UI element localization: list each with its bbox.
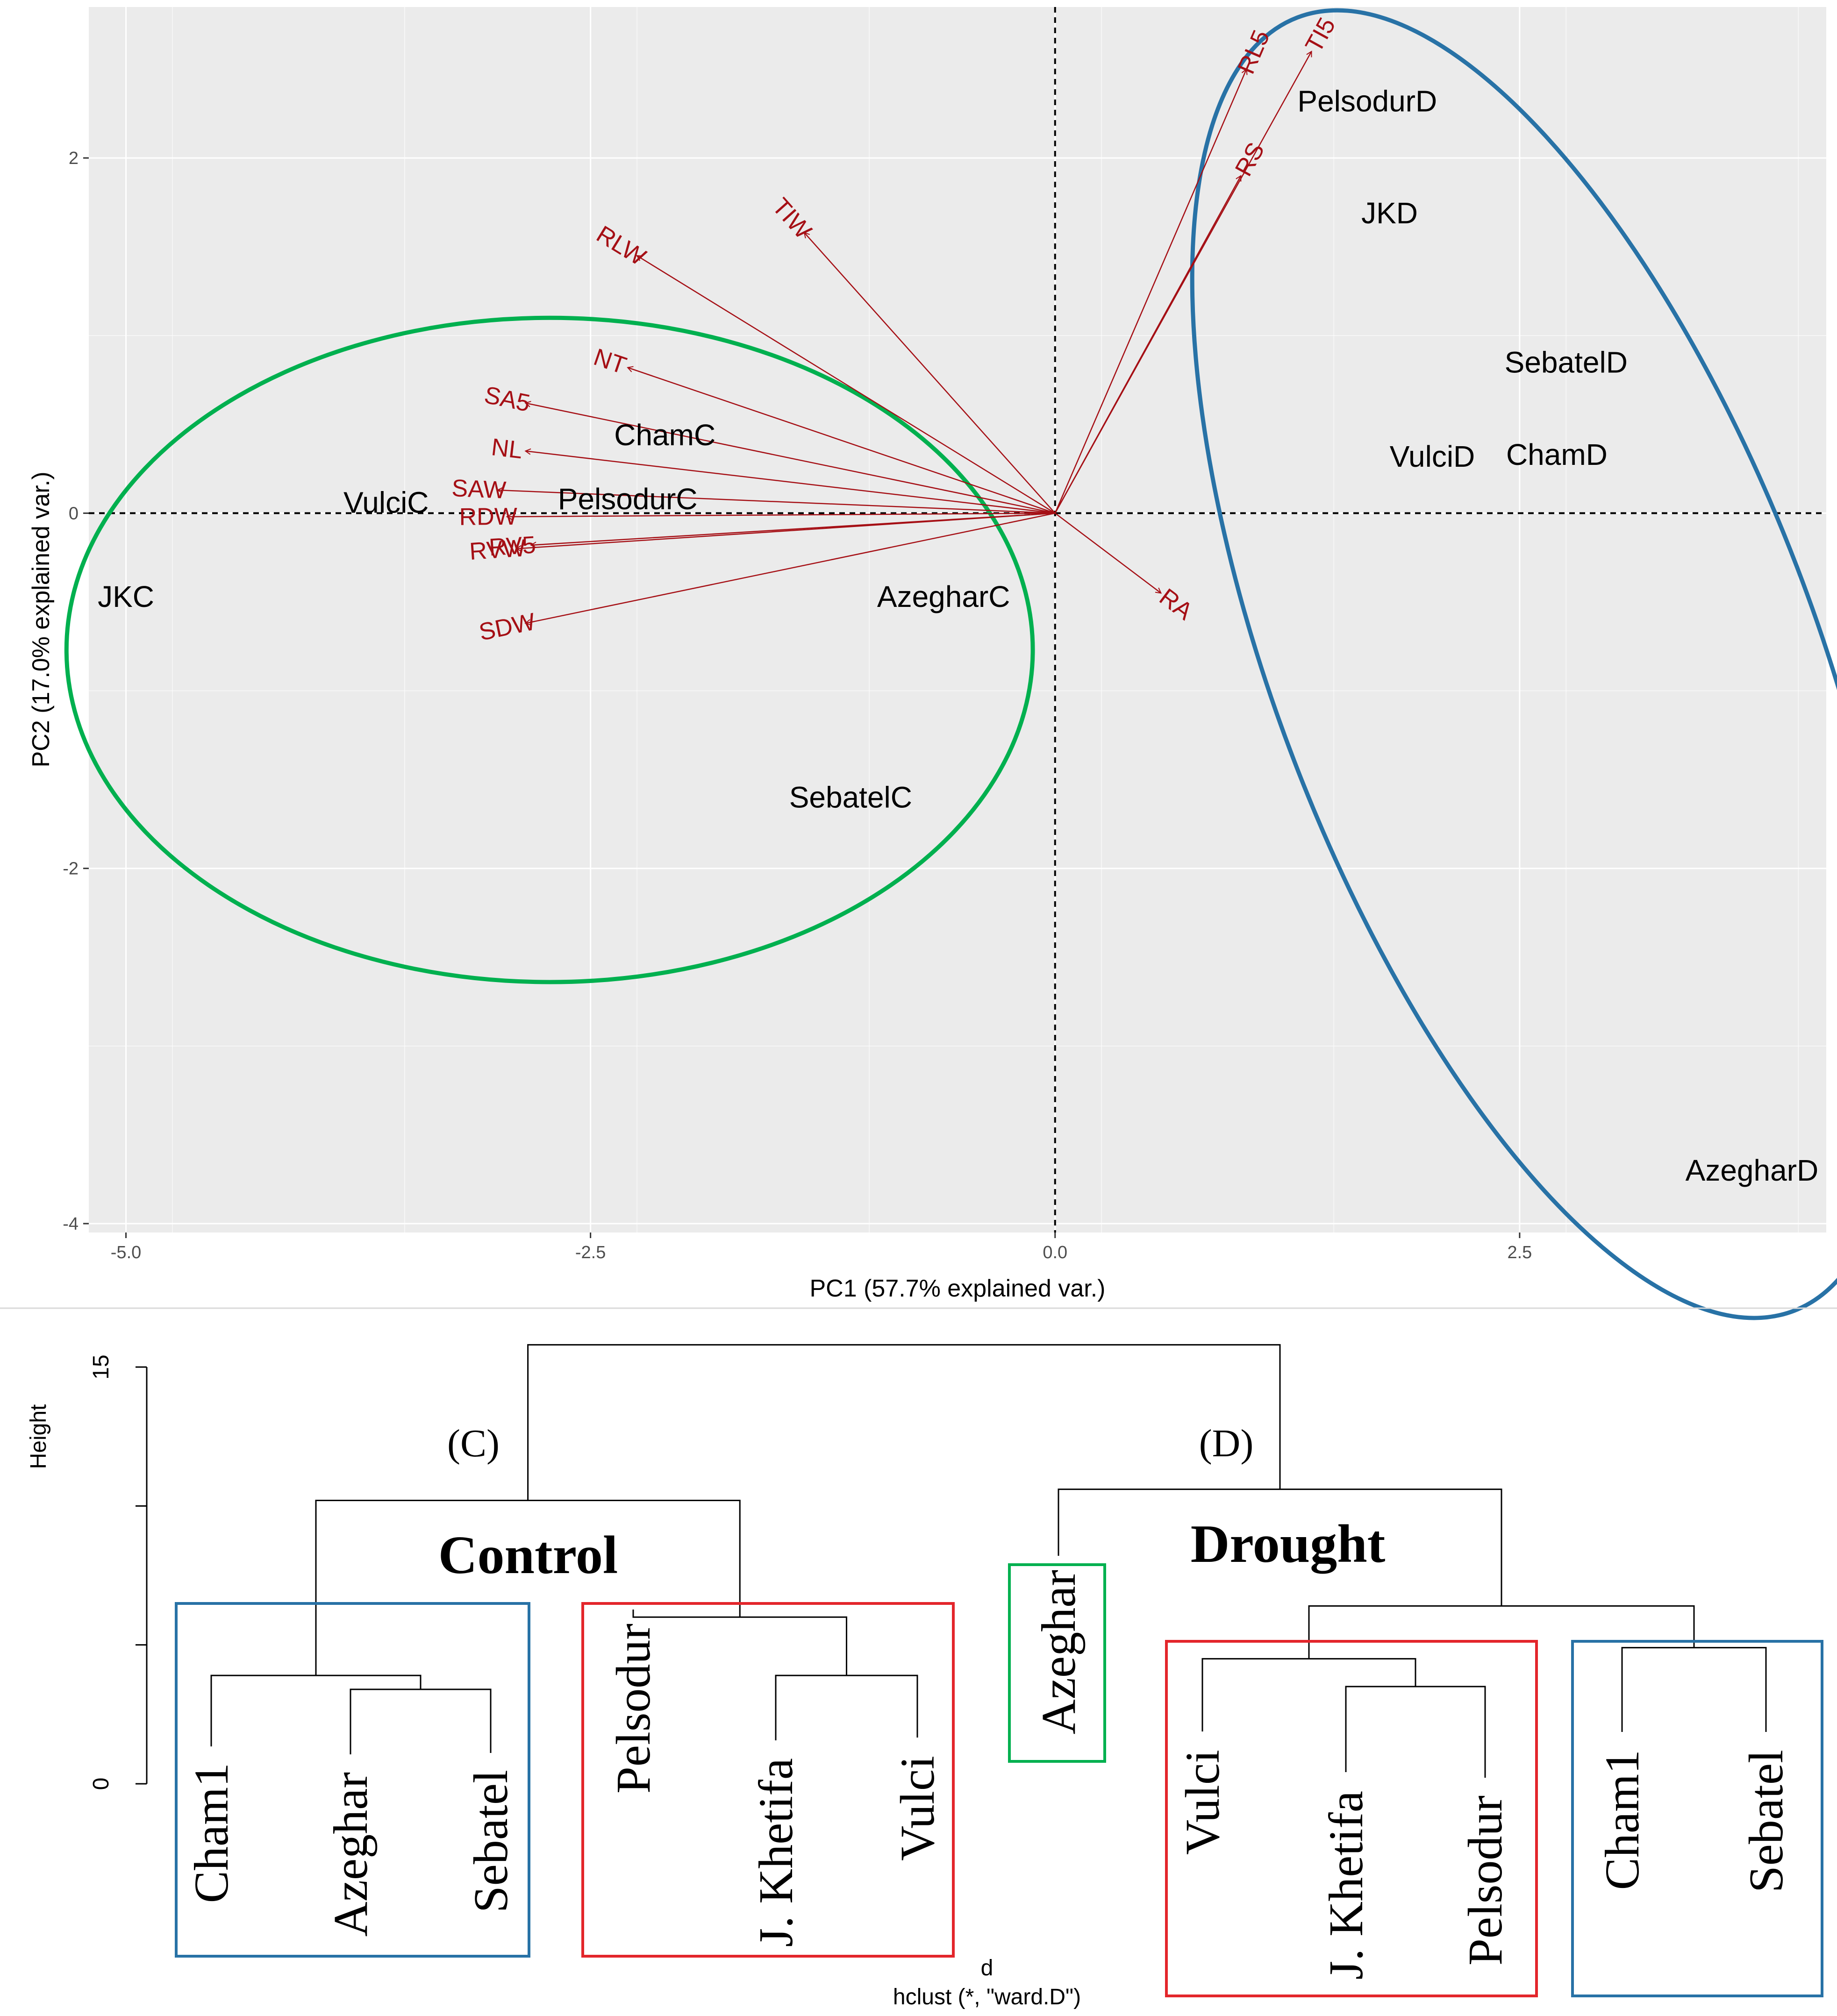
loading-arrow-rl5 [1054, 69, 1247, 513]
leaf-label: Cham1 [1595, 1750, 1649, 1890]
merge-cham1-sebatel-drought [1621, 1647, 1767, 1732]
loading-arrow-nl [525, 451, 1055, 514]
leaf-labels: Cham1 Azeghar Sebatel Pelsodur J. Khetifa Vul… [185, 1570, 1793, 1980]
control-box-1 [175, 1602, 530, 1958]
observation-label-vulcic: VulciC [343, 486, 429, 520]
loading-arrow-rlw [637, 256, 1056, 514]
x-tick-label: 0.0 [1043, 1243, 1067, 1262]
control-cluster-tag: (C) [447, 1422, 500, 1465]
observation-label-pelsodurd: PelsodurD [1297, 84, 1437, 118]
loading-arrow-sa5 [525, 403, 1056, 514]
leaf-label: Cham1 [185, 1763, 238, 1903]
y-tick-label: -2 [63, 859, 79, 879]
x-tick-label: -5.0 [111, 1243, 141, 1262]
leaf-label: Pelsodur [1458, 1795, 1512, 1966]
leaf-label: Azeghar [324, 1772, 378, 1937]
leaf-label: Pelsodur [607, 1624, 660, 1794]
observation-label-pelsodurc: PelsodurC [558, 482, 698, 516]
y-tick-label: 0 [69, 504, 79, 523]
observation-label-azeghard: AzegharD [1686, 1154, 1819, 1187]
variable-label-rv5: RV5 [488, 531, 537, 561]
height-tick-label: 15 [89, 1354, 114, 1379]
loading-arrow-saw [498, 490, 1055, 514]
observation-label-sebatelc: SebatelC [789, 781, 912, 814]
merge-root [527, 1344, 1281, 1501]
variable-loadings [498, 51, 1312, 623]
x-tick-label: 2.5 [1507, 1243, 1532, 1262]
leaf-label: J. Khetifa [1319, 1791, 1373, 1980]
dendrogram-branches [210, 1344, 1767, 1778]
variable-label-saw: SAW [451, 475, 507, 504]
merge-jkhetifa-vulci-control [775, 1674, 918, 1740]
leaf-label: J. Khetifa [749, 1758, 803, 1947]
observation-label-jkd: JKD [1361, 196, 1418, 230]
height-axis: 0 15 [89, 1354, 148, 1790]
merge-jkhetifa-pelsodur-drought [1345, 1686, 1486, 1778]
control-group-label: Control [438, 1525, 618, 1585]
drought-group-label: Drought [1191, 1514, 1386, 1574]
drought-box-1 [1165, 1640, 1538, 1997]
leaf-label: Vulci [891, 1756, 944, 1861]
merge-drought-subclusters [1308, 1605, 1695, 1659]
height-axis-title: Height [26, 1404, 51, 1469]
loading-arrow-ra [1055, 513, 1161, 593]
x-axis-title: PC1 (57.7% explained var.) [809, 1275, 1105, 1302]
y-tick-label: -4 [63, 1214, 79, 1234]
dendrogram-x-label: d [981, 1956, 994, 1980]
merge-pelsodur-control [632, 1610, 847, 1676]
height-tick-label: 0 [89, 1778, 114, 1790]
merge-azeghar-sebatel-control [350, 1688, 492, 1754]
leaf-label: Sebatel [464, 1770, 518, 1913]
variable-label-nl: NL [490, 434, 524, 464]
group-ellipses [64, 8, 1837, 1320]
control-ellipse [64, 315, 1035, 984]
dendrogram-subtitle: hclust (*, "ward.D") [893, 1985, 1081, 2009]
cluster-boxes [175, 1563, 1823, 1997]
observation-label-chamc: ChamC [614, 418, 715, 452]
merge-cham1-control [210, 1674, 422, 1746]
y-tick-label: 2 [69, 149, 79, 168]
drought-box-2 [1571, 1640, 1823, 1997]
loading-arrow-rdw [507, 513, 1055, 517]
observation-label-sebateld: SebatelD [1505, 345, 1628, 379]
observation-label-azegharc: AzegharC [877, 580, 1010, 613]
leaf-label: Azeghar [1032, 1570, 1086, 1734]
variable-label-rvw: RVW [469, 534, 527, 565]
x-tick-label: -2.5 [575, 1243, 606, 1262]
merge-vulci-drought [1201, 1658, 1416, 1731]
leaf-label: Vulci [1176, 1750, 1229, 1855]
loading-arrow-rs [1054, 176, 1242, 514]
drought-cluster-tag: (D) [1199, 1422, 1254, 1465]
loading-arrow-nt [628, 368, 1056, 514]
loading-arrow-rvw [516, 513, 1055, 549]
zero-reference-lines [89, 7, 1826, 1232]
observation-labels: JKC VulciC PelsodurC ChamC AzegharC SebatelC P… [98, 84, 1818, 1187]
observation-label-chamd: ChamD [1506, 438, 1608, 471]
variable-label-rdw: RDW [459, 503, 517, 531]
control-box-2 [581, 1602, 955, 1958]
observation-label-vulcid: VulciD [1390, 440, 1475, 473]
axes: -5.0 -2.5 0.0 2.5 -4 -2 0 2 [63, 149, 1532, 1262]
drought-ellipse [1190, 8, 1837, 1320]
observation-label-jkc: JKC [98, 580, 154, 613]
loading-arrow-sdw [525, 513, 1056, 623]
hclust-dendrogram: 0 15 Height Cham1 Azeghar Sebatel Pelsodur J.… [26, 1344, 1823, 2009]
leaf-label: Sebatel [1739, 1750, 1793, 1893]
azeghar-box [1008, 1563, 1106, 1763]
plot-panel-background [89, 7, 1826, 1232]
y-axis-title: PC2 (17.0% explained var.) [28, 471, 55, 767]
loading-arrow-tiw [804, 233, 1056, 514]
